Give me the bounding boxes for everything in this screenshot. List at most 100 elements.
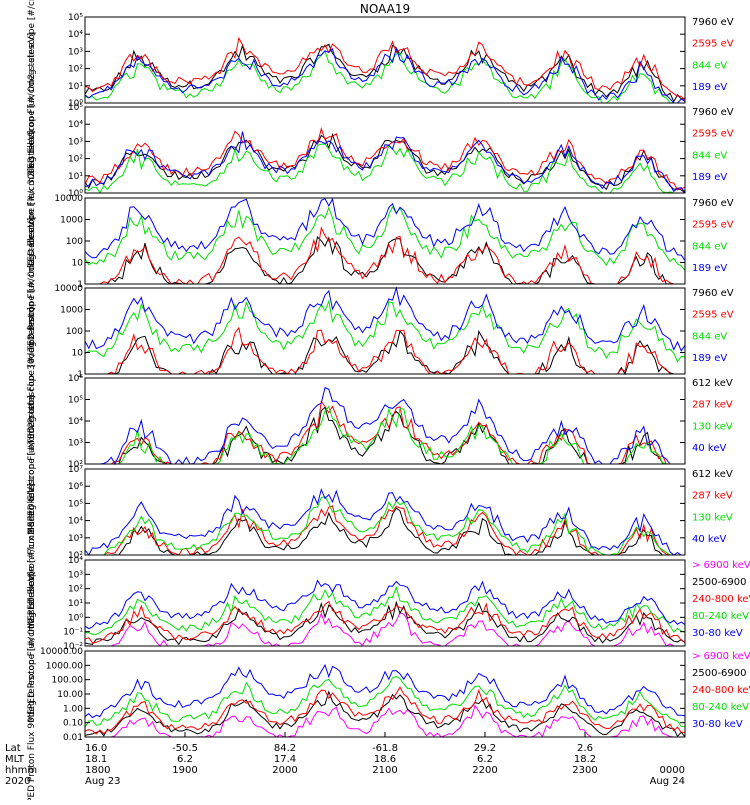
panel-7-ylabel: MEPED Proton Flux 0deg telescope [#/cm2-… bbox=[27, 483, 37, 722]
panel-8-ytick-label-5: 1000.00 bbox=[46, 661, 83, 671]
x-tick-hhmm-0: 1800 bbox=[85, 765, 110, 776]
panel-4-legend-1: 7960 eV bbox=[692, 288, 734, 299]
x-tick-mlt-2: 17.4 bbox=[274, 754, 296, 765]
panel-6-ytick-label-0: 10² bbox=[68, 551, 83, 561]
x-tick-hhmm-1: 1900 bbox=[172, 765, 197, 776]
panel-6-legend-3: 130 keV bbox=[692, 512, 733, 523]
panel-2-ytick-label-5: 10⁵ bbox=[68, 103, 83, 113]
panel-4-series-4-trace bbox=[84, 286, 686, 352]
panel-5: 10² 10³ 10⁴ 10⁵ 10⁶ MEPED Electron Flux 0deg … bbox=[27, 307, 733, 535]
panel-5-series-2-trace bbox=[85, 400, 685, 465]
x-tick-date-6: Aug 24 bbox=[650, 776, 685, 787]
panel-1-series-4-trace bbox=[84, 46, 686, 104]
panel-7-ytick-label-6: 10⁴ bbox=[68, 556, 83, 566]
panel-6-series-1-trace bbox=[85, 507, 685, 556]
panel-5-legend-2: 287 keV bbox=[692, 400, 733, 411]
panel-1-ytick-label-0: 10⁰ bbox=[68, 99, 83, 109]
panel-1-ytick-label-1: 10¹ bbox=[68, 82, 83, 92]
panel-5-ytick-label-2: 10⁴ bbox=[68, 417, 83, 427]
panel-4-ytick-label-1: 10 bbox=[72, 349, 84, 359]
panel-3-legend-4: 189 eV bbox=[692, 263, 727, 274]
panel-1-ytick-label-5: 10⁵ bbox=[68, 13, 83, 23]
x-tick-mlt-3: 18.6 bbox=[374, 754, 396, 765]
panel-6-ytick-label-4: 10⁶ bbox=[68, 482, 83, 492]
panel-5-legend-4: 40 keV bbox=[692, 443, 726, 454]
x-tick-hhmm-2: 2000 bbox=[272, 765, 297, 776]
panel-5-frame bbox=[84, 377, 686, 465]
panel-8-legend-5: 30-80 keV bbox=[692, 719, 743, 730]
panel-4-series-2-trace bbox=[85, 326, 685, 375]
panel-4-ylabel: TED Proton Flux 30deg telescope [#/cm2-s… bbox=[27, 218, 37, 446]
panel-7-ytick-label-4: 10² bbox=[68, 585, 83, 595]
panel-2-ytick-label-3: 10³ bbox=[68, 137, 83, 147]
panel-1-legend-2: 2595 eV bbox=[692, 39, 734, 50]
panel-5-series-4-trace bbox=[85, 386, 685, 466]
panel-1-ytick-label-4: 10⁴ bbox=[68, 30, 83, 40]
panel-6-legend-4: 40 keV bbox=[692, 534, 726, 545]
panel-1-series-3-trace bbox=[84, 49, 685, 104]
x-row-label-hhmm: hhmm bbox=[5, 765, 37, 776]
panel-7-ytick-label-1: 10⁻¹ bbox=[63, 628, 83, 638]
panel-4-ytick-label-3: 1000 bbox=[60, 306, 83, 316]
panel-5-ytick-label-0: 10² bbox=[68, 460, 83, 470]
panel-1-ytick-label-2: 10² bbox=[68, 65, 83, 75]
panel-6-legend-2: 287 keV bbox=[692, 491, 733, 502]
panel-7-series-4-trace bbox=[84, 585, 686, 635]
x-tick-hhmm-5: 2300 bbox=[572, 765, 597, 776]
panel-7-ytick-label-2: 10⁰ bbox=[68, 613, 83, 623]
panel-3-ytick-label-4: 10000 bbox=[54, 194, 83, 204]
x-tick-lat-0: 16.0 bbox=[85, 743, 107, 754]
panel-2-ytick-label-1: 10¹ bbox=[68, 172, 83, 182]
x-tick-hhmm-3: 2100 bbox=[372, 765, 397, 776]
panel-8-legend-2: 2500-6900 bbox=[692, 668, 747, 679]
panel-7-ytick-label-5: 10³ bbox=[68, 570, 83, 580]
panel-3-legend-3: 844 eV bbox=[692, 241, 727, 252]
x-tick-lat-4: 29.2 bbox=[474, 743, 496, 754]
panel-1-legend-1: 7960 eV bbox=[692, 17, 734, 28]
panel-2-legend-4: 189 eV bbox=[692, 172, 727, 183]
panel-6-ytick-label-1: 10³ bbox=[68, 534, 83, 544]
panel-8-ytick-label-6: 10000.00 bbox=[40, 647, 83, 657]
plot-title: NOAA19 bbox=[360, 2, 410, 16]
panel-3-ytick-label-1: 10 bbox=[72, 259, 84, 269]
panel-8-series-5-trace bbox=[84, 663, 686, 719]
panel-2-legend-1: 7960 eV bbox=[692, 107, 734, 118]
panel-6-ytick-label-5: 10⁷ bbox=[68, 465, 83, 475]
x-tick-mlt-5: 18.2 bbox=[574, 754, 596, 765]
panel-5-ylabel: MEPED Electron Flux 0deg telescope [#/cm… bbox=[27, 307, 37, 535]
panel-2-ytick-label-2: 10² bbox=[68, 155, 83, 165]
panel-8-ytick-label-1: 0.10 bbox=[63, 719, 83, 729]
panel-8-ylabel: MEPED Proton Flux 90deg telescope [#/cm2… bbox=[27, 572, 37, 800]
panel-4: 1 10 100 1000 10000 TED Proton Flux 30deg tel… bbox=[27, 218, 734, 446]
panel-5-ytick-label-3: 10⁵ bbox=[68, 396, 83, 406]
x-row-label-year: 2020 bbox=[5, 776, 30, 787]
panel-2-legend-3: 844 eV bbox=[692, 150, 727, 161]
panel-6: 10² 10³ 10⁴ 10⁵ 10⁶ 10⁷ MEPED Electron Flux 90… bbox=[27, 395, 733, 628]
panel-6-series-3-trace bbox=[85, 496, 685, 556]
panel-1-series-1-trace bbox=[84, 43, 686, 103]
x-tick-hhmm-6: 0000 bbox=[660, 765, 685, 776]
x-tick-mlt-1: 6.2 bbox=[177, 754, 193, 765]
panel-8-legend-3: 240-800 keV bbox=[692, 685, 750, 696]
panel-8-ytick-label-4: 100.00 bbox=[52, 676, 84, 686]
panel-8-series-3-trace bbox=[84, 686, 686, 735]
panel-6-ytick-label-2: 10⁴ bbox=[68, 517, 83, 527]
panel-2-frame bbox=[84, 106, 686, 194]
x-tick-lat-2: 84.2 bbox=[274, 743, 296, 754]
panel-4-series-1-trace bbox=[85, 329, 685, 376]
panel-6-ytick-label-3: 10⁵ bbox=[68, 499, 83, 509]
panel-2-ylabel: TED Electron Flux 30deg telescope [#/cm2… bbox=[27, 33, 37, 268]
panel-7-ytick-label-0: 10⁻² bbox=[63, 642, 83, 652]
panel-2-ytick-label-0: 10⁰ bbox=[68, 189, 83, 199]
panel-1-series-2-trace bbox=[84, 36, 686, 102]
panel-7-series-3-trace bbox=[84, 600, 686, 644]
panel-3-ylabel: TED Proton Flux 0deg telescope [#/cm2-s-… bbox=[27, 131, 37, 353]
panel-4-legend-2: 2595 eV bbox=[692, 310, 734, 321]
panel-3-ytick-label-0: 1 bbox=[77, 280, 83, 290]
panel-1-legend-4: 189 eV bbox=[692, 82, 727, 93]
x-row-label-mlt: MLT bbox=[5, 754, 25, 765]
panel-3-series-1-trace bbox=[85, 236, 685, 285]
x-tick-hhmm-4: 2200 bbox=[472, 765, 497, 776]
